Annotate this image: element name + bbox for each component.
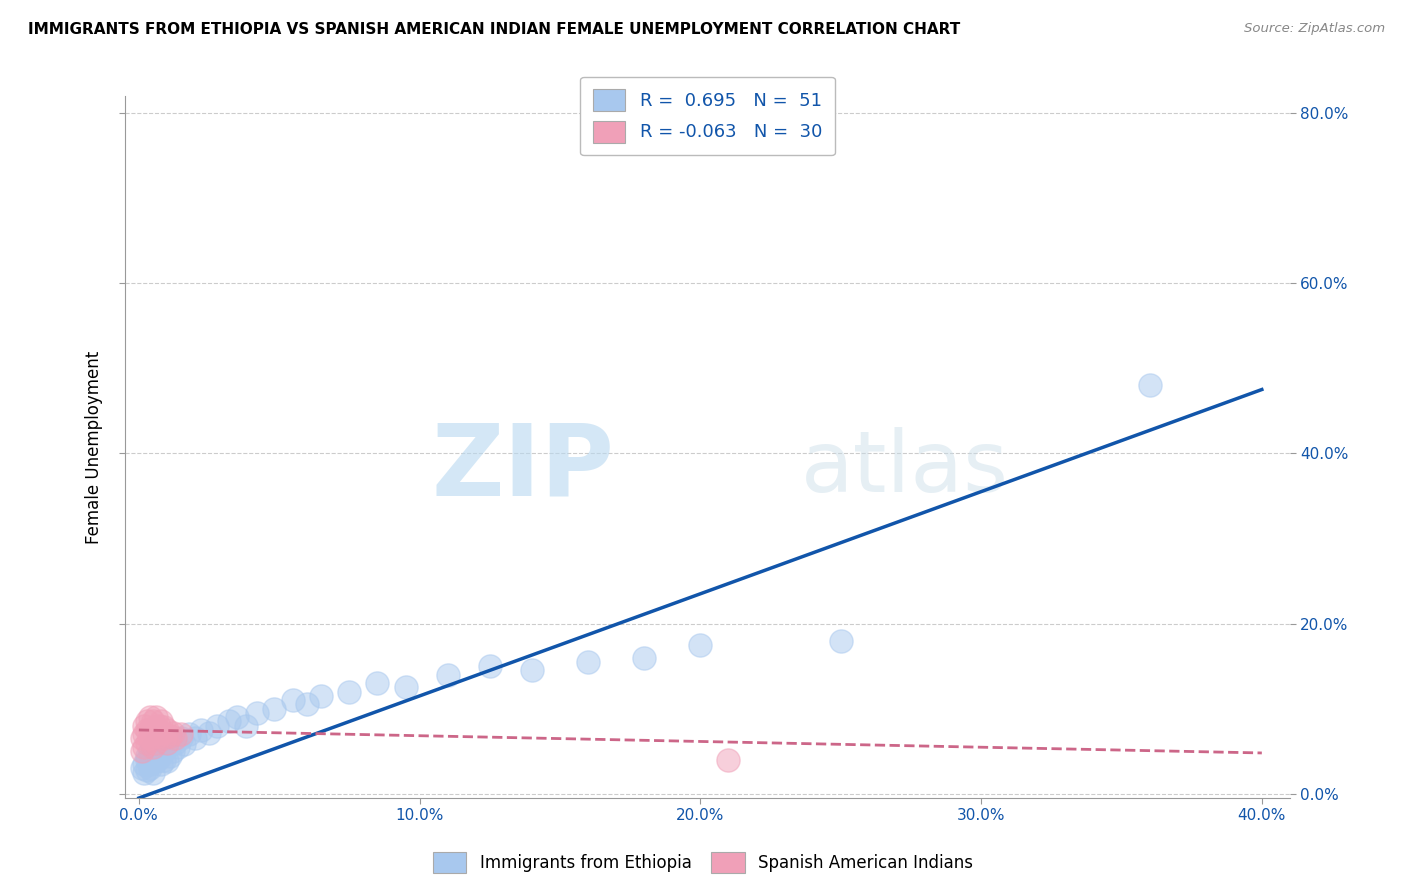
Point [156, 736, 179, 750]
Point [131, 761, 153, 775]
Point [153, 720, 176, 734]
Point [173, 738, 195, 752]
Point [134, 757, 156, 772]
Point [136, 714, 159, 729]
Point [689, 638, 711, 652]
Legend: Immigrants from Ethiopia, Spanish American Indians: Immigrants from Ethiopia, Spanish Americ… [426, 846, 980, 880]
Point [139, 757, 162, 772]
Point [131, 731, 153, 746]
Point [139, 731, 162, 746]
Point [156, 723, 179, 737]
Point [165, 736, 187, 750]
Point [830, 633, 852, 648]
Point [165, 731, 187, 746]
Point [162, 725, 184, 739]
Point [142, 753, 165, 767]
Point [339, 684, 361, 698]
Text: IMMIGRANTS FROM ETHIOPIA VS SPANISH AMERICAN INDIAN FEMALE UNEMPLOYMENT CORRELAT: IMMIGRANTS FROM ETHIOPIA VS SPANISH AMER… [28, 22, 960, 37]
Point [190, 723, 212, 737]
Point [131, 744, 153, 758]
Point [717, 753, 740, 767]
Point [159, 729, 181, 743]
Point [150, 714, 173, 729]
Point [145, 736, 167, 750]
Point [153, 744, 176, 758]
Point [134, 739, 156, 754]
Point [156, 755, 179, 769]
Point [145, 720, 167, 734]
Point [394, 681, 416, 695]
Point [150, 757, 173, 772]
Point [283, 693, 305, 707]
Point [520, 664, 543, 678]
Point [139, 723, 162, 737]
Point [145, 736, 167, 750]
Point [148, 729, 170, 743]
Point [478, 659, 501, 673]
Legend: R =  0.695   N =  51, R = -0.063   N =  30: R = 0.695 N = 51, R = -0.063 N = 30 [581, 77, 835, 155]
Point [297, 698, 319, 712]
Point [170, 727, 193, 741]
Point [139, 710, 162, 724]
Point [136, 748, 159, 763]
Point [576, 655, 599, 669]
Point [170, 731, 193, 746]
Y-axis label: Female Unemployment: Female Unemployment [86, 351, 103, 543]
Point [235, 719, 257, 733]
Point [145, 755, 167, 769]
Point [246, 706, 269, 720]
Point [153, 731, 176, 746]
Point [145, 710, 167, 724]
Point [148, 751, 170, 765]
Point [142, 739, 165, 754]
Text: Source: ZipAtlas.com: Source: ZipAtlas.com [1244, 22, 1385, 36]
Point [179, 727, 201, 741]
Point [136, 753, 159, 767]
Point [162, 744, 184, 758]
Point [366, 676, 388, 690]
Point [134, 719, 156, 733]
Text: atlas: atlas [800, 426, 1008, 509]
Point [139, 761, 162, 775]
Point [167, 739, 190, 754]
Text: ZIP: ZIP [432, 419, 614, 516]
Point [148, 719, 170, 733]
Point [1139, 378, 1161, 392]
Point [142, 714, 165, 729]
Point [136, 723, 159, 737]
Point [150, 725, 173, 739]
Point [148, 746, 170, 760]
Point [198, 725, 221, 739]
Point [142, 727, 165, 741]
Point [134, 765, 156, 780]
Point [207, 719, 229, 733]
Point [226, 710, 249, 724]
Point [263, 702, 285, 716]
Point [633, 650, 655, 665]
Point [311, 689, 333, 703]
Point [159, 748, 181, 763]
Point [184, 731, 207, 746]
Point [218, 714, 240, 729]
Point [142, 765, 165, 780]
Point [142, 739, 165, 754]
Point [153, 753, 176, 767]
Point [134, 727, 156, 741]
Point [136, 763, 159, 777]
Point [136, 736, 159, 750]
Point [436, 667, 458, 681]
Point [139, 744, 162, 758]
Point [150, 739, 173, 754]
